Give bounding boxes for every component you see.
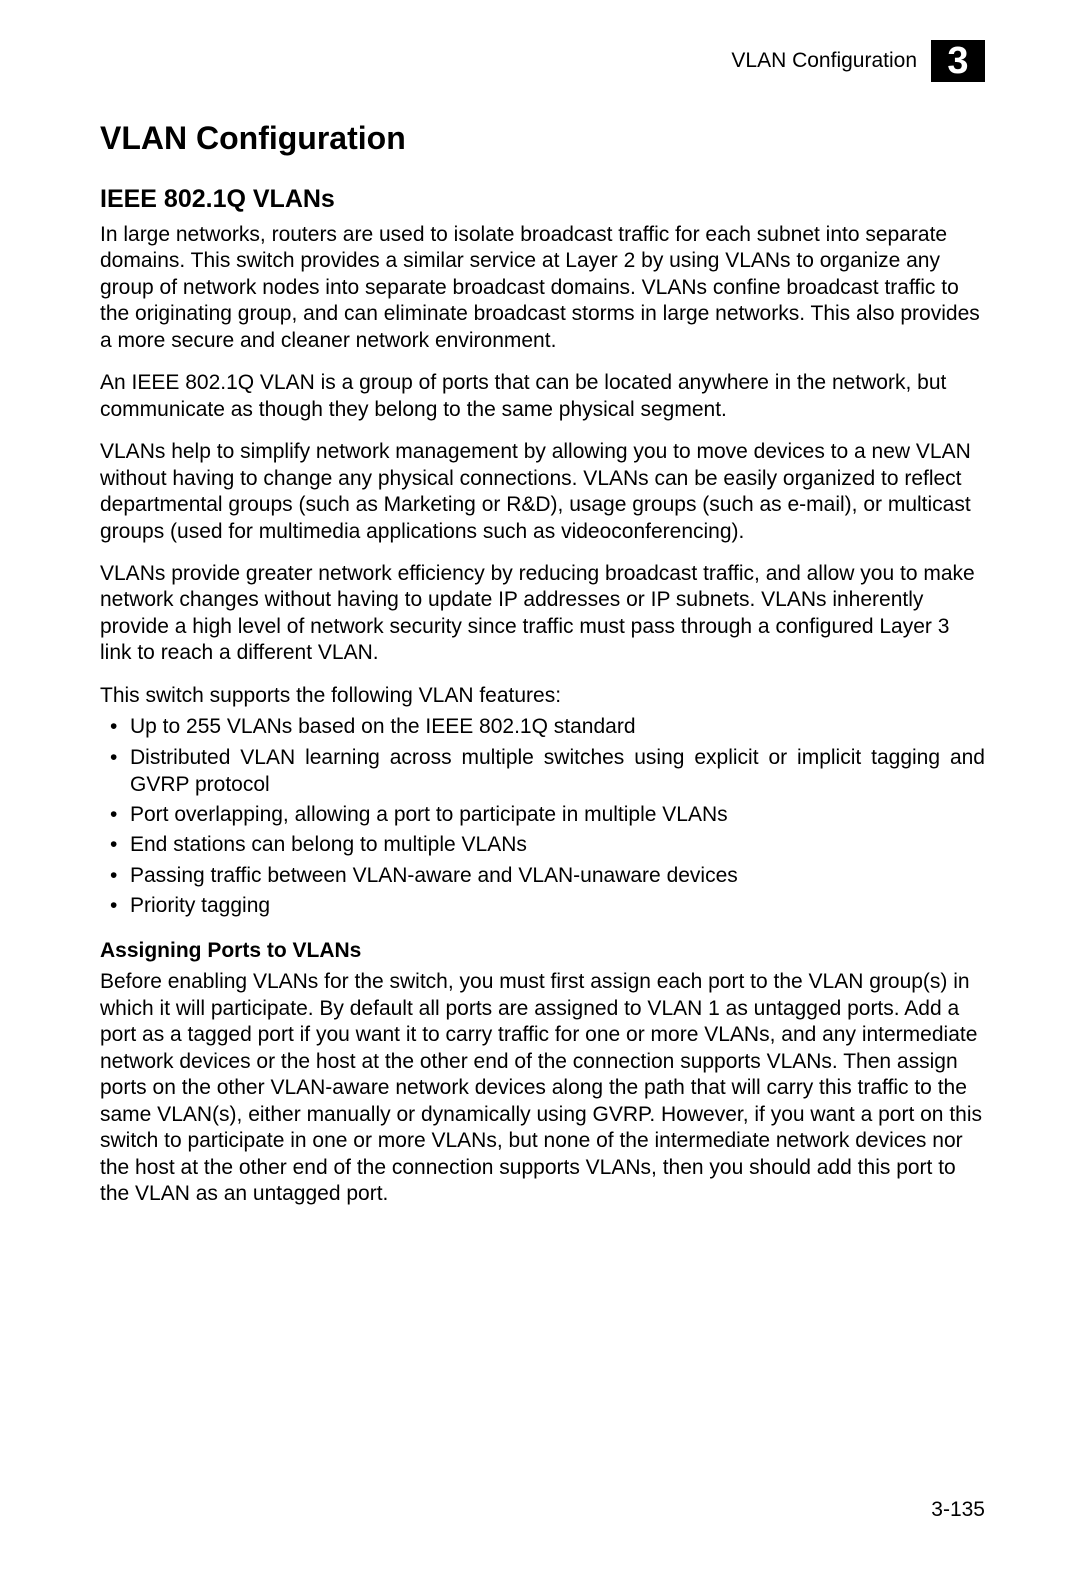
page-header: VLAN Configuration 3 [100,40,985,82]
chapter-number-badge: 3 [931,40,985,82]
list-item: Up to 255 VLANs based on the IEEE 802.1Q… [106,713,985,740]
feature-list: Up to 255 VLANs based on the IEEE 802.1Q… [100,713,985,919]
list-item: Distributed VLAN learning across multipl… [106,744,985,799]
paragraph-definition: An IEEE 802.1Q VLAN is a group of ports … [100,370,985,423]
paragraph-features-intro: This switch supports the following VLAN … [100,683,985,709]
list-item: Priority tagging [106,892,985,919]
list-item: Passing traffic between VLAN-aware and V… [106,862,985,889]
list-item: End stations can belong to multiple VLAN… [106,831,985,858]
paragraph-assigning-ports: Before enabling VLANs for the switch, yo… [100,969,985,1207]
page-number: 3-135 [931,1498,985,1522]
paragraph-efficiency: VLANs provide greater network efficiency… [100,561,985,667]
page-title: VLAN Configuration [100,120,985,157]
paragraph-management: VLANs help to simplify network managemen… [100,439,985,545]
list-item: Port overlapping, allowing a port to par… [106,801,985,828]
header-section-label: VLAN Configuration [731,49,917,73]
paragraph-intro: In large networks, routers are used to i… [100,222,985,354]
subsection-heading-ports: Assigning Ports to VLANs [100,939,985,963]
section-heading-ieee: IEEE 802.1Q VLANs [100,185,985,214]
